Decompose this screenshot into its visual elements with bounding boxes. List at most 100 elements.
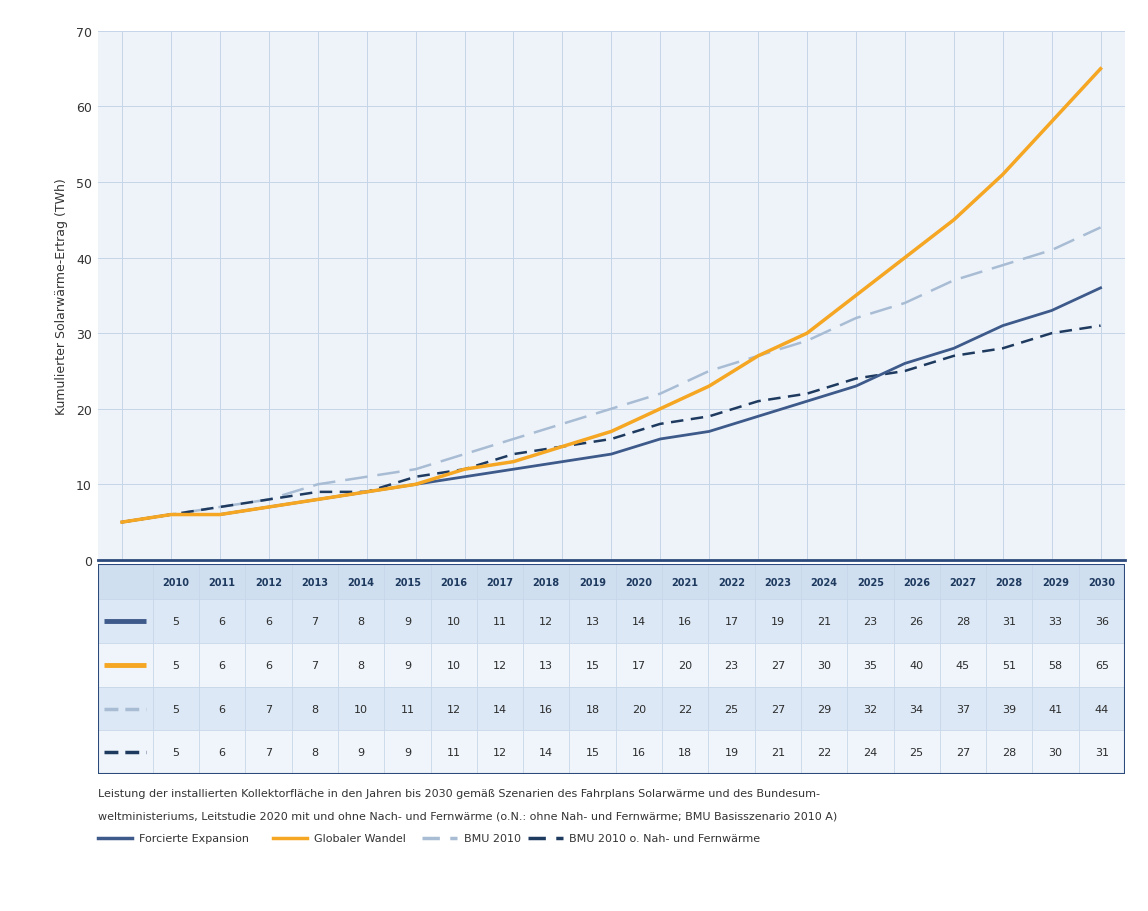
Text: 37: 37 [956, 704, 970, 713]
Text: 2015: 2015 [394, 578, 421, 587]
FancyBboxPatch shape [708, 687, 754, 731]
FancyBboxPatch shape [847, 643, 893, 687]
Text: 20: 20 [678, 660, 692, 670]
FancyBboxPatch shape [476, 565, 523, 599]
Text: 2014: 2014 [348, 578, 374, 587]
FancyBboxPatch shape [476, 731, 523, 774]
Text: 25: 25 [909, 748, 924, 757]
FancyBboxPatch shape [153, 687, 199, 731]
FancyBboxPatch shape [986, 643, 1032, 687]
FancyBboxPatch shape [292, 731, 338, 774]
Text: 31: 31 [1002, 617, 1016, 626]
FancyBboxPatch shape [246, 687, 292, 731]
Text: 2011: 2011 [209, 578, 235, 587]
Text: 2026: 2026 [903, 578, 930, 587]
Text: 12: 12 [492, 748, 507, 757]
Text: 8: 8 [357, 660, 365, 670]
Text: 2016: 2016 [440, 578, 467, 587]
FancyBboxPatch shape [893, 599, 940, 643]
FancyBboxPatch shape [1032, 731, 1079, 774]
Text: 6: 6 [265, 617, 272, 626]
FancyBboxPatch shape [986, 687, 1032, 731]
Text: 28: 28 [1002, 748, 1016, 757]
FancyBboxPatch shape [1032, 687, 1079, 731]
Text: 9: 9 [404, 660, 411, 670]
Text: 26: 26 [909, 617, 924, 626]
Text: 15: 15 [585, 660, 599, 670]
Text: 5: 5 [172, 660, 179, 670]
Text: 27: 27 [770, 660, 785, 670]
Text: 6: 6 [218, 660, 226, 670]
FancyBboxPatch shape [1032, 599, 1079, 643]
FancyBboxPatch shape [754, 643, 801, 687]
Text: 9: 9 [404, 617, 411, 626]
FancyBboxPatch shape [801, 643, 847, 687]
Text: 24: 24 [863, 748, 877, 757]
FancyBboxPatch shape [708, 731, 754, 774]
Text: 2027: 2027 [949, 578, 977, 587]
Text: 2018: 2018 [533, 578, 560, 587]
FancyBboxPatch shape [847, 565, 893, 599]
FancyBboxPatch shape [98, 565, 153, 599]
Text: 29: 29 [817, 704, 831, 713]
FancyBboxPatch shape [199, 565, 246, 599]
Text: 33: 33 [1048, 617, 1063, 626]
FancyBboxPatch shape [662, 643, 708, 687]
FancyBboxPatch shape [708, 565, 754, 599]
Text: 13: 13 [585, 617, 599, 626]
FancyBboxPatch shape [1079, 599, 1125, 643]
Text: 41: 41 [1048, 704, 1063, 713]
FancyBboxPatch shape [523, 687, 569, 731]
Text: 16: 16 [631, 748, 646, 757]
Text: 34: 34 [909, 704, 924, 713]
Text: 2022: 2022 [718, 578, 745, 587]
Text: 27: 27 [770, 704, 785, 713]
Text: 2020: 2020 [626, 578, 652, 587]
Text: 30: 30 [1048, 748, 1063, 757]
FancyBboxPatch shape [523, 731, 569, 774]
FancyBboxPatch shape [292, 643, 338, 687]
Text: 2012: 2012 [255, 578, 282, 587]
Text: 16: 16 [678, 617, 692, 626]
Text: 11: 11 [447, 748, 460, 757]
Text: 32: 32 [863, 704, 877, 713]
FancyBboxPatch shape [338, 643, 385, 687]
Text: 2030: 2030 [1088, 578, 1116, 587]
Text: 45: 45 [956, 660, 970, 670]
Text: 8: 8 [311, 748, 318, 757]
Text: 27: 27 [956, 748, 970, 757]
Text: 6: 6 [218, 617, 226, 626]
Text: 58: 58 [1048, 660, 1063, 670]
Text: 9: 9 [404, 748, 411, 757]
FancyBboxPatch shape [940, 565, 986, 599]
FancyBboxPatch shape [338, 731, 385, 774]
FancyBboxPatch shape [199, 643, 246, 687]
Text: 2013: 2013 [301, 578, 328, 587]
FancyBboxPatch shape [569, 643, 615, 687]
Text: 7: 7 [311, 660, 318, 670]
FancyBboxPatch shape [569, 565, 615, 599]
Text: 28: 28 [956, 617, 970, 626]
FancyBboxPatch shape [98, 731, 153, 774]
Text: 25: 25 [724, 704, 738, 713]
FancyBboxPatch shape [98, 599, 153, 643]
Text: 10: 10 [447, 617, 460, 626]
Text: 36: 36 [1095, 617, 1109, 626]
Text: 39: 39 [1002, 704, 1016, 713]
Text: 22: 22 [817, 748, 831, 757]
Text: weltministeriums, Leitstudie 2020 mit und ohne Nach- und Fernwärme (o.N.: ohne N: weltministeriums, Leitstudie 2020 mit un… [98, 811, 837, 821]
Text: 13: 13 [540, 660, 553, 670]
Text: 6: 6 [218, 704, 226, 713]
FancyBboxPatch shape [801, 565, 847, 599]
FancyBboxPatch shape [1079, 643, 1125, 687]
Text: 19: 19 [770, 617, 785, 626]
FancyBboxPatch shape [893, 687, 940, 731]
Text: 17: 17 [631, 660, 646, 670]
FancyBboxPatch shape [1032, 643, 1079, 687]
FancyBboxPatch shape [801, 687, 847, 731]
Text: 2023: 2023 [765, 578, 791, 587]
FancyBboxPatch shape [98, 643, 153, 687]
FancyBboxPatch shape [569, 599, 615, 643]
Text: 12: 12 [540, 617, 553, 626]
FancyBboxPatch shape [199, 687, 246, 731]
